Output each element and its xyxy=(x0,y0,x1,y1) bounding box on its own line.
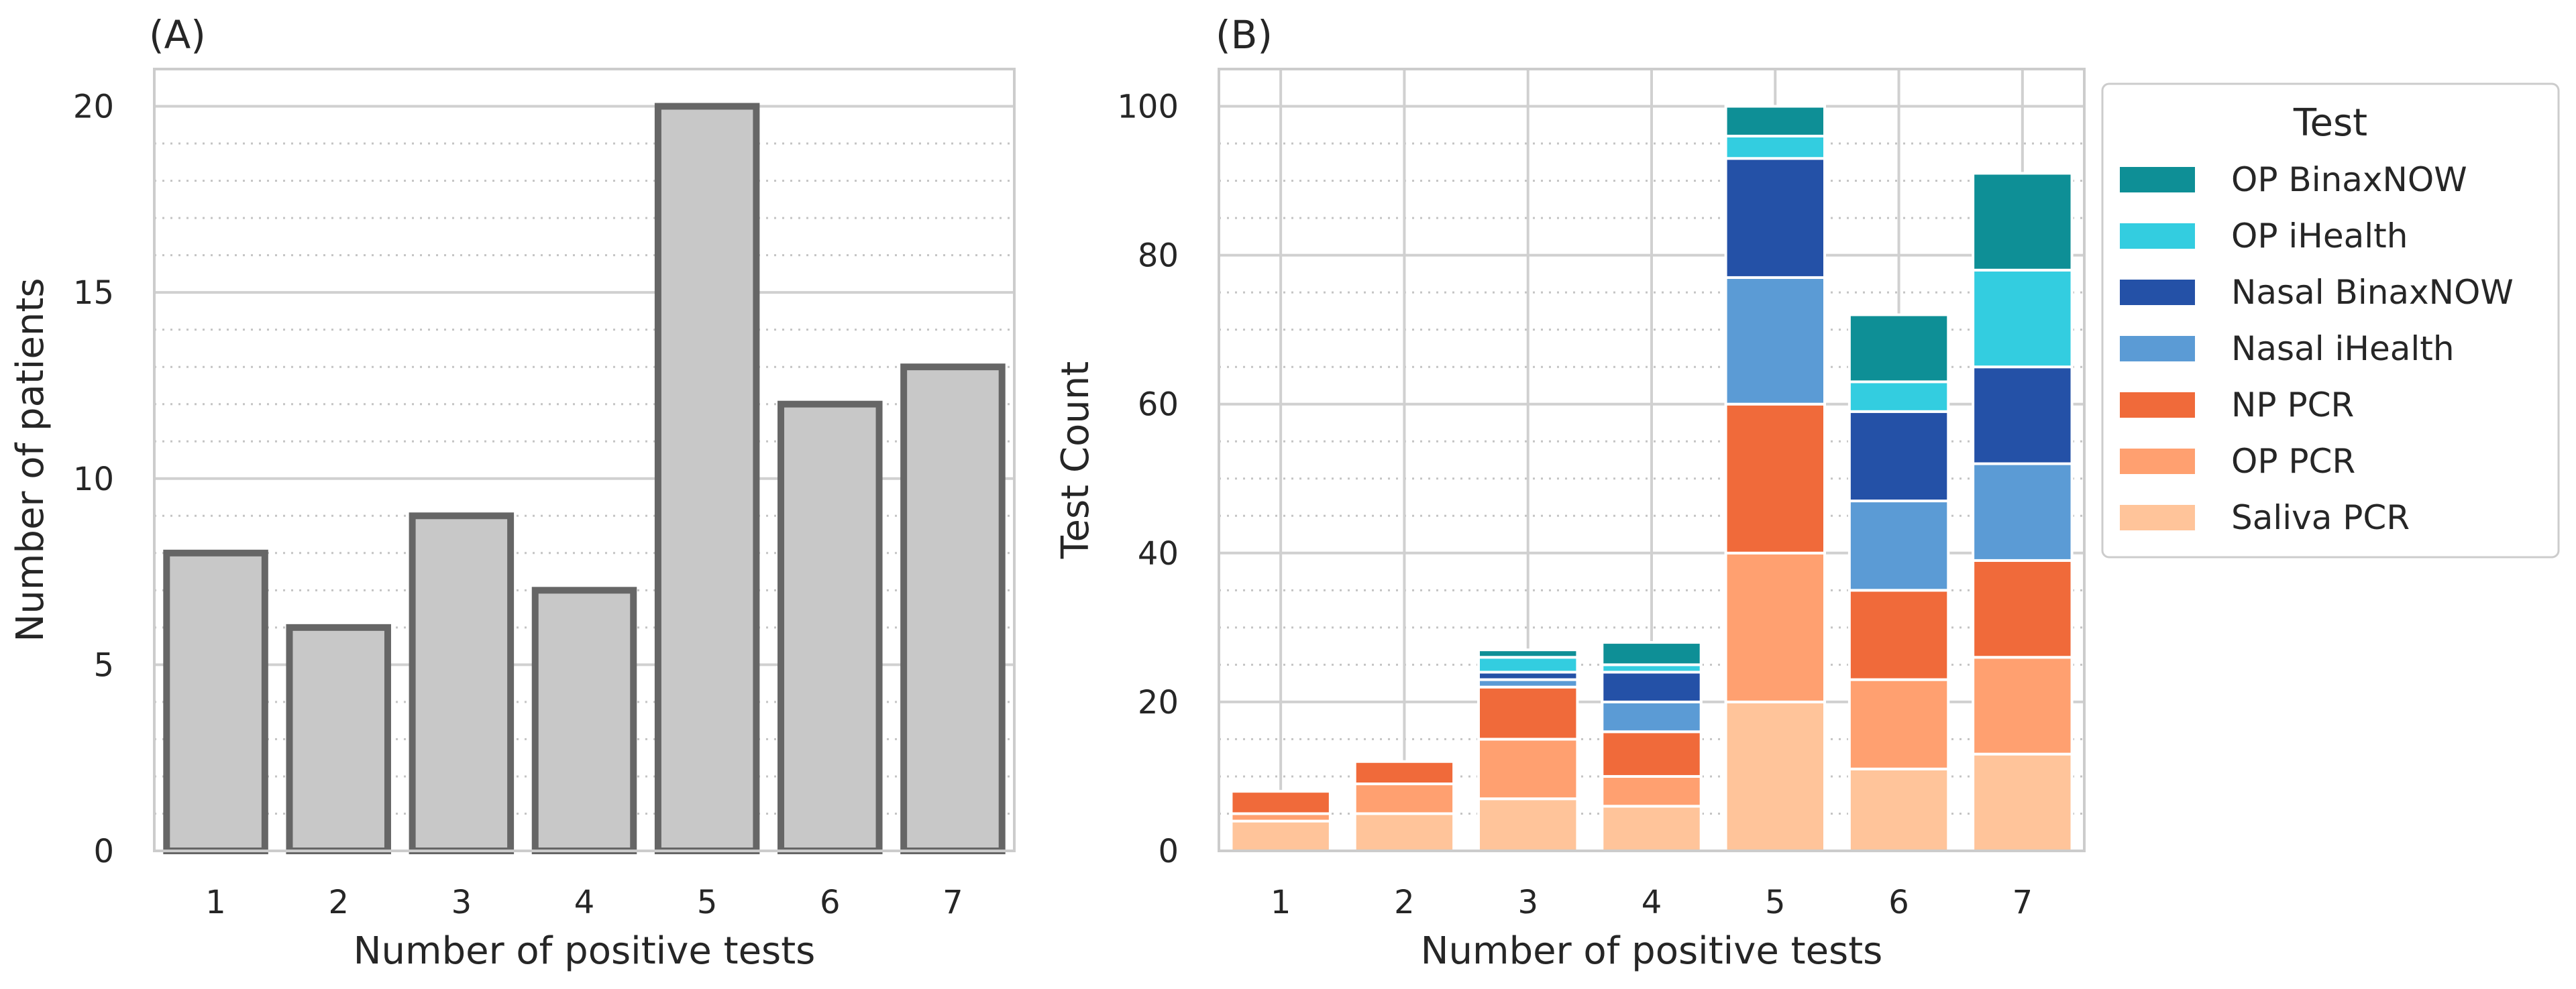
panel-a-x-tick-label: 1 xyxy=(205,884,226,921)
panel-a-x-tick-label: 6 xyxy=(820,884,841,921)
panel-b-bar-segment xyxy=(1847,313,1950,384)
panel-a-plot-frame xyxy=(153,68,1016,852)
panel-b-bar-segment xyxy=(1724,276,1827,406)
panel-b-bar-segment xyxy=(1847,589,1950,681)
panel-a-y-tick-label: 5 xyxy=(93,646,114,684)
panel-b-bar-segment xyxy=(1724,134,1827,160)
panel-b-bar-segment xyxy=(1724,551,1827,703)
legend-swatch xyxy=(2120,336,2195,361)
legend-swatch xyxy=(2120,223,2195,249)
panel-b-y-tick-label: 100 xyxy=(1117,89,1179,126)
panel-a-x-tick-label: 2 xyxy=(328,884,349,921)
panel-b-bar-segment xyxy=(1724,402,1827,555)
legend-entry-label: OP PCR xyxy=(2231,442,2355,481)
panel-b-bar-segment xyxy=(1724,700,1827,853)
panel-b-bar-segment xyxy=(1847,678,1950,770)
legend-entry-label: OP BinaxNOW xyxy=(2231,160,2467,199)
panel-b-bar-segment xyxy=(1477,648,1579,659)
panel-a-x-tick-label: 3 xyxy=(451,884,472,921)
panel-b-bar-segment xyxy=(1972,365,2074,465)
panel-b-x-tick-label: 3 xyxy=(1517,884,1538,921)
legend-swatch xyxy=(2120,167,2195,192)
panel-b-x-axis-label: Number of positive tests xyxy=(1421,929,1883,973)
legend-swatch xyxy=(2120,449,2195,474)
panel-b-y-tick-label: 60 xyxy=(1138,386,1179,424)
panel-a-x-tick-label: 5 xyxy=(697,884,718,921)
legend-entry-label: Nasal BinaxNOW xyxy=(2231,273,2514,312)
panel-b-bar-segment xyxy=(1724,157,1827,279)
panel-b-plot-frame xyxy=(1218,68,2086,852)
panel-b-x-tick-label: 1 xyxy=(1271,884,1291,921)
panel-b-x-tick-label: 5 xyxy=(1765,884,1786,921)
panel-a-y-tick-label: 15 xyxy=(73,274,114,312)
panel-b-bar-segment xyxy=(1230,819,1332,852)
panel-b-bar-segment xyxy=(1601,774,1703,808)
panel-a-x-tick-label: 4 xyxy=(574,884,595,921)
panel-b-chart: (B) 0 20 40 60 80 100 1 2 3 4 5 6 7 Number of posit… xyxy=(1054,12,2560,973)
panel-a-bar xyxy=(163,549,268,854)
panel-b-bar-segment xyxy=(1724,105,1827,137)
panel-b-bar-segment xyxy=(1477,685,1579,741)
panel-b-bar-segment xyxy=(1972,752,2074,852)
panel-b-y-tick-label: 40 xyxy=(1138,535,1179,573)
panel-b-bar-segment xyxy=(1972,656,2074,756)
panel-b-bar-segment xyxy=(1601,700,1703,734)
panel-a-x-axis-label: Number of positive tests xyxy=(354,929,816,973)
panel-b-bar-segment xyxy=(1477,797,1579,853)
panel-b-bar-segment xyxy=(1847,410,1950,503)
legend: Test OP BinaxNOW OP iHealth Nasal BinaxNOW… xyxy=(2101,82,2560,559)
panel-a-y-tick-label: 0 xyxy=(93,833,114,870)
panel-b-bar-segment xyxy=(1972,462,2074,562)
panel-b-bar-segment xyxy=(1477,738,1579,801)
panel-a-y-tick-label: 10 xyxy=(73,461,114,498)
panel-b-bar-segment xyxy=(1601,730,1703,778)
panel-b-bar-segment xyxy=(1601,805,1703,853)
panel-b-y-tick-label: 80 xyxy=(1138,237,1179,275)
panel-b-bar-segment xyxy=(1353,812,1456,853)
panel-b-bar-segment xyxy=(1972,172,2074,272)
panel-a-bar xyxy=(286,624,391,854)
panel-a-bar xyxy=(654,103,760,854)
panel-b-bar-segment xyxy=(1847,380,1950,413)
panel-a-bar xyxy=(531,587,637,854)
legend-title: Test xyxy=(2293,101,2367,145)
panel-b-x-tick-label: 4 xyxy=(1642,884,1662,921)
panel-b-bar-segment xyxy=(1847,500,1950,592)
panel-b-x-tick-label: 2 xyxy=(1394,884,1415,921)
legend-swatch xyxy=(2120,280,2195,305)
panel-b-x-tick-label: 7 xyxy=(2012,884,2033,921)
legend-entry-label: OP iHealth xyxy=(2231,217,2408,255)
panel-a-chart: (A) 0 5 10 15 20 1 2 3 4 5 6 7 Number of positive … xyxy=(9,12,1016,973)
panel-b-bar-segment xyxy=(1601,641,1703,666)
panel-a-bar xyxy=(900,363,1006,854)
panel-b-bar-segment xyxy=(1972,559,2074,659)
panel-a-label: (A) xyxy=(149,12,206,58)
panel-b-bar-segment xyxy=(1353,782,1456,815)
panel-b-bar-segment xyxy=(1847,767,1950,853)
panel-b-y-axis-label: Test Count xyxy=(1054,361,1097,559)
legend-entry-label: Saliva PCR xyxy=(2231,498,2410,537)
panel-a-y-axis-label: Number of patients xyxy=(9,278,52,642)
legend-entry-label: Nasal iHealth xyxy=(2231,329,2455,368)
panel-b-bar-segment xyxy=(1230,790,1332,815)
panel-b-label: (B) xyxy=(1216,12,1273,58)
panel-a-bar xyxy=(777,400,883,854)
panel-b-y-tick-label: 0 xyxy=(1158,833,1179,870)
panel-b-bar-segment xyxy=(1477,656,1579,674)
panel-b-bar-segment xyxy=(1353,760,1456,786)
legend-swatch xyxy=(2120,392,2195,418)
panel-b-bar-segment xyxy=(1972,268,2074,369)
legend-frame xyxy=(2101,82,2560,559)
panel-a-y-tick-label: 20 xyxy=(73,89,114,126)
panel-b-y-tick-label: 20 xyxy=(1138,684,1179,721)
panel-b-x-tick-label: 6 xyxy=(1888,884,1909,921)
panel-a-x-tick-label: 7 xyxy=(943,884,963,921)
panel-a-bar xyxy=(409,512,515,854)
legend-swatch xyxy=(2120,505,2195,530)
legend-entry-label: NP PCR xyxy=(2231,386,2354,424)
panel-b-bar-segment xyxy=(1601,671,1703,703)
